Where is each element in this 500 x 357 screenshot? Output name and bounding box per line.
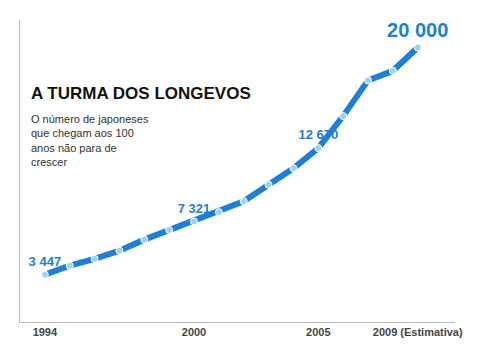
- svg-text:A TURMA DOS LONGEVOS: A TURMA DOS LONGEVOS: [31, 84, 251, 103]
- svg-text:20 000: 20 000: [387, 19, 448, 41]
- svg-text:2000: 2000: [182, 326, 206, 338]
- svg-text:2009 (Estimativa): 2009 (Estimativa): [373, 326, 463, 338]
- svg-text:12 670: 12 670: [298, 127, 338, 142]
- svg-text:3 447: 3 447: [29, 254, 62, 269]
- svg-text:2005: 2005: [306, 326, 330, 338]
- svg-text:7 321: 7 321: [178, 201, 211, 216]
- svg-text:O número de japonesesque chega: O número de japonesesque chegam aos 100a…: [31, 113, 149, 168]
- svg-text:1994: 1994: [33, 326, 58, 338]
